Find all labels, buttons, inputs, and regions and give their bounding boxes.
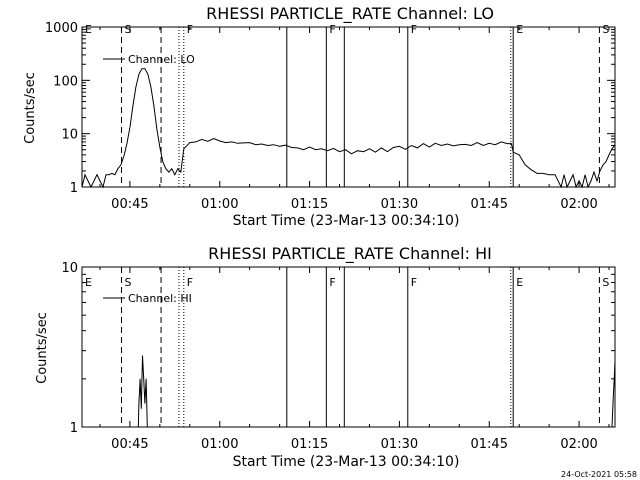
x-tick-label: 01:30: [381, 437, 418, 452]
y-tick-label: 100: [53, 74, 78, 89]
footer-timestamp: 24-Oct-2021 05:58: [561, 470, 637, 479]
axis-ticks: 00:45 01:00 01:15 01:30 01:45 02:00 1 10: [61, 261, 615, 452]
y-axis-label: Counts/sec: [35, 312, 50, 384]
x-tick-label: 01:15: [291, 437, 328, 452]
x-axis-label: Start Time (23-Mar-13 00:34:10): [233, 454, 460, 470]
marker-label: F: [329, 23, 335, 36]
x-tick-label: 01:00: [201, 437, 238, 452]
marker-label: E: [516, 23, 523, 36]
plot-frame: [81, 266, 616, 428]
marker-label: E: [85, 23, 92, 36]
x-tick-label: 00:45: [111, 197, 148, 212]
y-tick-label: 10: [61, 128, 78, 143]
marker-label: F: [411, 23, 417, 36]
series-line: [137, 355, 148, 428]
y-axis-label: Counts/sec: [23, 72, 38, 144]
panel-lo: RHESSI PARTICLE_RATE Channel: LO ESFFFES…: [23, 4, 616, 229]
y-tick-label: 1: [70, 421, 78, 436]
series-line: [81, 68, 616, 189]
axis-ticks: 00:45 01:00 01:15 01:30 01:45 02:00 1 10 100 1000: [45, 21, 615, 212]
marker-label: F: [329, 276, 335, 289]
y-tick-label: 1: [70, 181, 78, 196]
x-tick-label: 01:45: [471, 197, 508, 212]
y-tick-label: 1000: [45, 21, 78, 36]
marker-label: S: [125, 23, 132, 36]
x-tick-label: 01:45: [471, 437, 508, 452]
marker-label: F: [411, 276, 417, 289]
panel-title: RHESSI PARTICLE_RATE Channel: LO: [206, 4, 494, 24]
marker-label: F: [187, 276, 193, 289]
y-tick-label: 10: [61, 261, 78, 276]
x-tick-label: 02:00: [560, 437, 597, 452]
panel-hi: RHESSI PARTICLE_RATE Channel: HI E S F F F E S…: [35, 244, 616, 470]
marker-label: E: [85, 276, 92, 289]
marker-label: S: [602, 276, 609, 289]
panel-title: RHESSI PARTICLE_RATE Channel: HI: [208, 244, 492, 264]
marker-label: S: [602, 23, 609, 36]
x-tick-label: 01:30: [381, 197, 418, 212]
legend-label: Channel: LO: [128, 53, 195, 66]
x-axis-label: Start Time (23-Mar-13 00:34:10): [233, 213, 460, 229]
series-group: [81, 68, 616, 189]
legend-label: Channel: HI: [128, 292, 192, 305]
legend: Channel: HI: [103, 292, 192, 305]
legend: Channel: LO: [103, 53, 195, 66]
x-tick-label: 01:15: [291, 197, 328, 212]
x-tick-label: 01:00: [201, 197, 238, 212]
marker-label: S: [125, 276, 132, 289]
x-tick-label: 02:00: [560, 197, 597, 212]
plot-frame: [81, 26, 616, 188]
x-tick-label: 00:45: [111, 437, 148, 452]
marker-label: E: [516, 276, 523, 289]
